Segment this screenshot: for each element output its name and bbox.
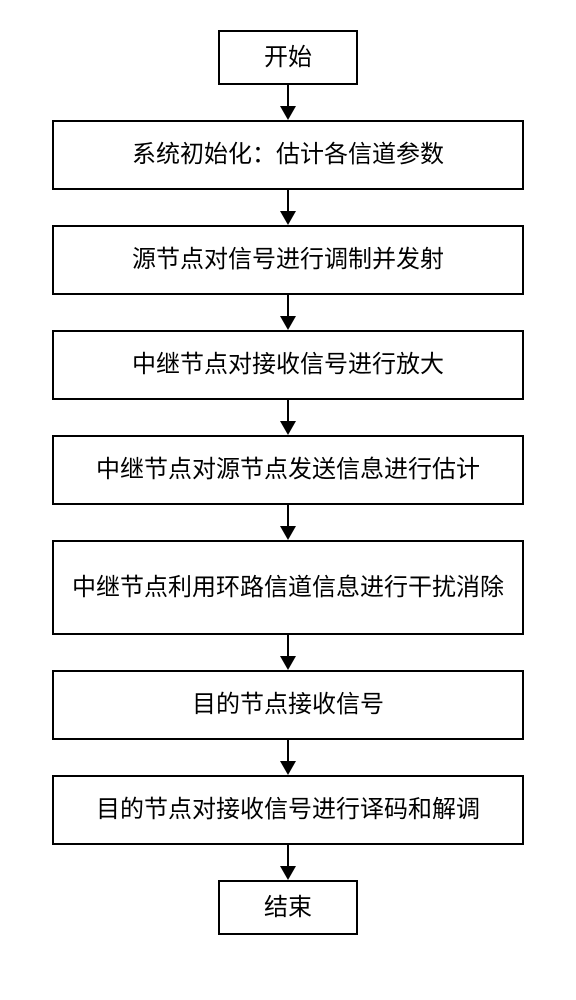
node-start: 开始 <box>218 30 358 85</box>
node-label: 中继节点对接收信号进行放大 <box>132 347 444 383</box>
edge <box>278 505 298 540</box>
node-step5: 中继节点利用环路信道信息进行干扰消除 <box>52 540 524 635</box>
edge <box>278 85 298 120</box>
node-step6: 目的节点接收信号 <box>52 670 524 740</box>
node-step3: 中继节点对接收信号进行放大 <box>52 330 524 400</box>
node-label: 源节点对信号进行调制并发射 <box>132 242 444 278</box>
node-label: 目的节点对接收信号进行译码和解调 <box>96 792 480 828</box>
node-label: 系统初始化：估计各信道参数 <box>132 137 444 173</box>
node-label: 结束 <box>264 890 312 926</box>
node-step2: 源节点对信号进行调制并发射 <box>52 225 524 295</box>
node-step4: 中继节点对源节点发送信息进行估计 <box>52 435 524 505</box>
edge <box>278 740 298 775</box>
node-end: 结束 <box>218 880 358 935</box>
node-step1: 系统初始化：估计各信道参数 <box>52 120 524 190</box>
edge <box>278 295 298 330</box>
node-step7: 目的节点对接收信号进行译码和解调 <box>52 775 524 845</box>
edge <box>278 845 298 880</box>
flowchart-canvas: 开始 系统初始化：估计各信道参数 源节点对信号进行调制并发射 中继节点对接收信号… <box>0 0 576 1000</box>
edge <box>278 190 298 225</box>
edge <box>278 635 298 670</box>
edge <box>278 400 298 435</box>
node-label: 开始 <box>264 40 312 76</box>
node-label: 中继节点利用环路信道信息进行干扰消除 <box>72 570 504 606</box>
node-label: 中继节点对源节点发送信息进行估计 <box>96 452 480 488</box>
node-label: 目的节点接收信号 <box>192 687 384 723</box>
